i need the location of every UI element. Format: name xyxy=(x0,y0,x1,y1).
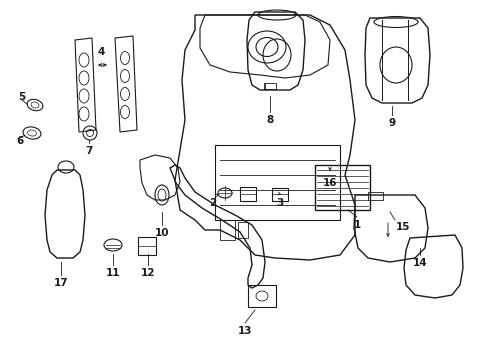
Bar xyxy=(220,220,235,240)
Bar xyxy=(138,237,156,255)
Text: 9: 9 xyxy=(387,118,395,128)
Text: 5: 5 xyxy=(19,92,25,102)
Bar xyxy=(271,188,287,201)
Text: 2: 2 xyxy=(209,198,216,208)
Text: 15: 15 xyxy=(395,222,409,232)
Text: 13: 13 xyxy=(237,326,252,336)
Text: 11: 11 xyxy=(105,268,120,278)
Text: 14: 14 xyxy=(412,258,427,268)
Text: 6: 6 xyxy=(16,136,23,146)
Bar xyxy=(314,165,369,210)
Text: 8: 8 xyxy=(266,115,273,125)
Text: 1: 1 xyxy=(353,220,360,230)
Text: 12: 12 xyxy=(141,268,155,278)
Text: 10: 10 xyxy=(154,228,169,238)
Text: 3: 3 xyxy=(276,198,283,208)
Text: 4: 4 xyxy=(97,47,104,57)
Bar xyxy=(264,83,275,89)
Bar xyxy=(367,192,382,200)
Bar xyxy=(215,145,339,220)
Bar xyxy=(247,285,275,307)
Text: 17: 17 xyxy=(54,278,68,288)
Text: 16: 16 xyxy=(322,178,337,188)
Text: 7: 7 xyxy=(85,146,93,156)
Bar xyxy=(240,187,256,201)
Bar xyxy=(238,222,247,238)
